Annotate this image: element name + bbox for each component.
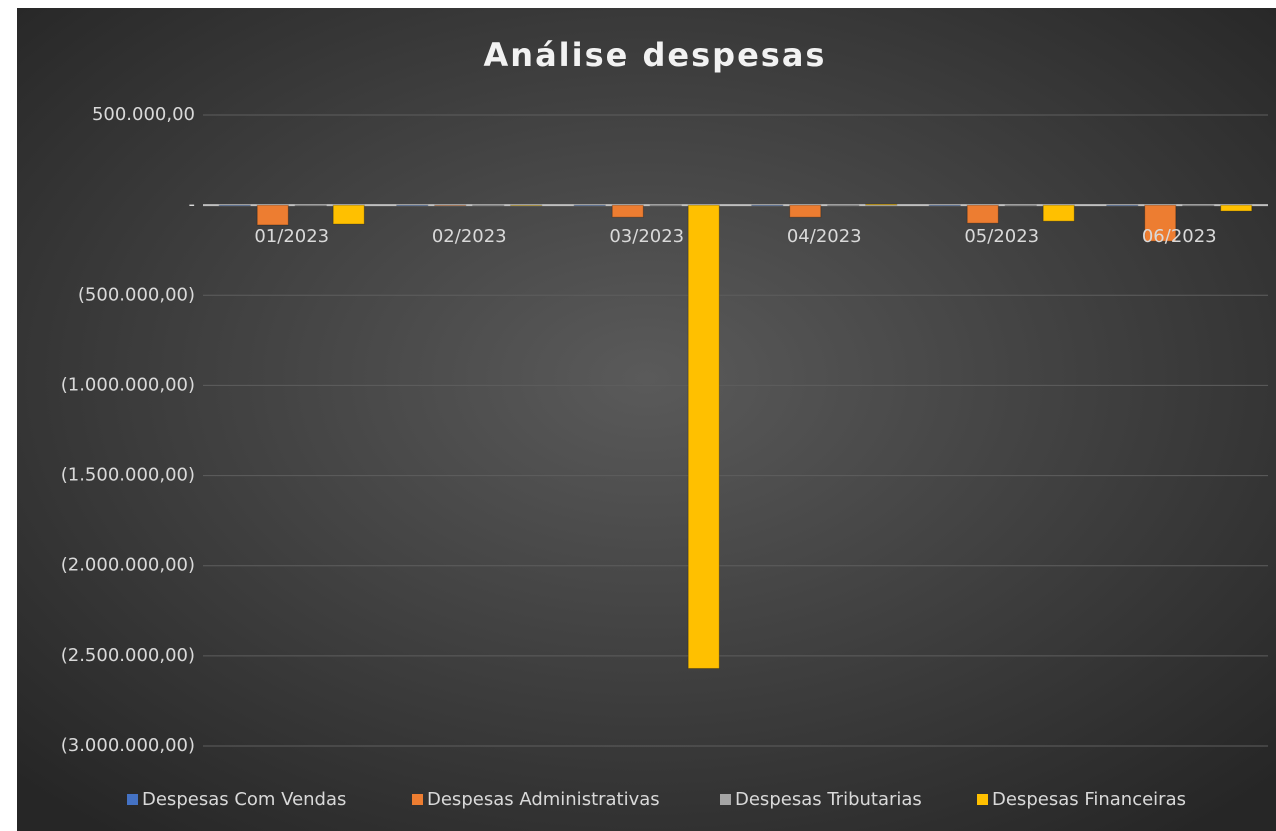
legend-marker xyxy=(720,794,731,805)
legend-label: Despesas Financeiras xyxy=(992,789,1186,810)
bar xyxy=(1182,204,1215,207)
bar xyxy=(1042,204,1075,222)
bar xyxy=(928,204,961,207)
bar xyxy=(256,204,289,226)
bar xyxy=(611,204,644,218)
y-tick-label: (2.000.000,00) xyxy=(61,555,195,576)
bar xyxy=(966,204,999,224)
bar xyxy=(1220,204,1253,212)
bar xyxy=(1144,204,1177,242)
x-tick-label: 01/2023 xyxy=(254,226,329,247)
y-tick-label: (1.500.000,00) xyxy=(61,465,195,486)
x-tick-label: 06/2023 xyxy=(1142,226,1217,247)
bar xyxy=(472,204,505,207)
y-tick-label: (500.000,00) xyxy=(78,284,195,305)
y-tick-label: (3.000.000,00) xyxy=(61,735,195,756)
bar xyxy=(827,204,860,207)
legend-marker xyxy=(977,794,988,805)
legend-label: Despesas Com Vendas xyxy=(142,789,346,810)
bar xyxy=(1004,204,1037,207)
legend-label: Despesas Administrativas xyxy=(427,789,660,810)
bar xyxy=(1106,204,1139,207)
legend-marker xyxy=(127,794,138,805)
legend-label: Despesas Tributarias xyxy=(735,789,922,810)
x-tick-label: 04/2023 xyxy=(787,226,862,247)
bar xyxy=(510,204,543,207)
bar xyxy=(573,204,606,207)
legend-marker xyxy=(412,794,423,805)
bar xyxy=(649,204,682,207)
bar xyxy=(294,204,327,207)
y-tick-label: (1.000.000,00) xyxy=(61,374,195,395)
bar xyxy=(687,204,720,669)
y-tick-label: 500.000,00 xyxy=(92,104,195,125)
bar xyxy=(865,203,898,206)
x-tick-label: 05/2023 xyxy=(964,226,1039,247)
chart-background xyxy=(17,8,1276,831)
chart-title: Análise despesas xyxy=(484,36,827,74)
bar xyxy=(434,204,467,207)
x-tick-label: 03/2023 xyxy=(609,226,684,247)
bar xyxy=(396,204,429,207)
y-tick-label: (2.500.000,00) xyxy=(61,645,195,666)
x-tick-label: 02/2023 xyxy=(432,226,507,247)
bar xyxy=(789,204,822,218)
bar xyxy=(218,204,251,207)
y-tick-label: - xyxy=(189,194,196,215)
bar xyxy=(332,204,365,225)
bar xyxy=(751,204,784,207)
